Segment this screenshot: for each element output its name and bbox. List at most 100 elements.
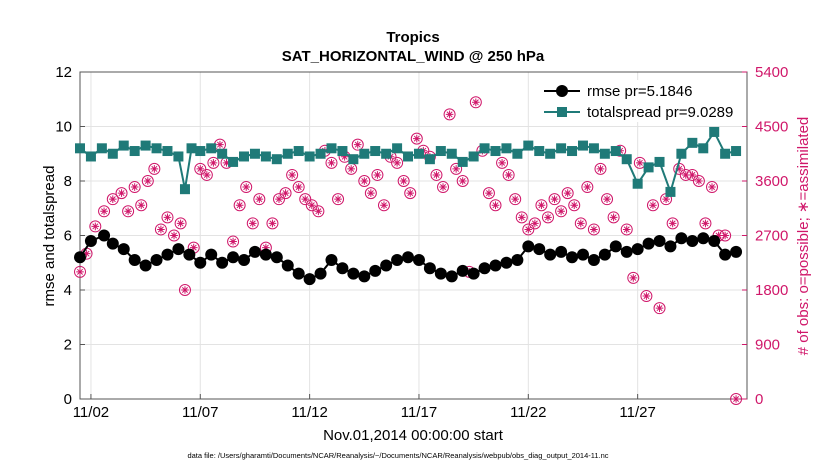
- obs-count-point: [371, 168, 384, 181]
- obs-assimilated-marker: [100, 207, 108, 216]
- obs-assimilated-marker: [124, 207, 132, 216]
- obs-possible-marker: [292, 181, 305, 194]
- rmse-point: [161, 248, 174, 261]
- rmse-point: [686, 234, 699, 247]
- obs-assimilated-marker: [550, 195, 559, 203]
- obs-assimilated-marker: [596, 165, 605, 173]
- obs-assimilated-marker: [557, 207, 565, 216]
- obs-count-point: [594, 162, 607, 175]
- obs-count-point: [528, 217, 541, 230]
- obs-assimilated-marker: [544, 213, 552, 222]
- obs-count-point: [115, 187, 128, 200]
- obs-assimilated-marker: [662, 195, 670, 203]
- totalspread-point: [643, 162, 654, 173]
- legend-box: [537, 80, 741, 122]
- obs-possible-marker: [168, 229, 181, 242]
- obs-count-point: [482, 187, 495, 200]
- obs-assimilated-marker: [537, 201, 546, 210]
- ticks-layer: 0 0 2 900 4 1800 6 2700 8 3600 10 4500 12 5400 11/02 11…: [55, 64, 788, 421]
- obs-possible-marker: [601, 193, 614, 206]
- obs-assimilated-marker: [563, 189, 572, 197]
- totalspread-point: [654, 156, 665, 167]
- obs-count-point: [141, 175, 154, 187]
- obs-count-point: [706, 181, 719, 194]
- totalspread-point: [271, 154, 282, 165]
- totalspread-point: [228, 156, 239, 167]
- obs-possible-marker: [207, 156, 220, 169]
- obs-possible-marker: [686, 168, 699, 181]
- rmse-point: [587, 254, 600, 267]
- totalspread-point: [162, 146, 173, 157]
- totalspread-point: [140, 140, 151, 151]
- obs-possible-marker: [200, 168, 213, 181]
- obs-possible-marker: [535, 199, 548, 212]
- obs-assimilated-marker: [367, 189, 375, 197]
- obs-possible-marker: [496, 156, 509, 169]
- obs-assimilated-marker: [308, 201, 316, 210]
- obs-count-point: [273, 193, 286, 206]
- obs-assimilated-marker: [721, 231, 729, 240]
- obs-assimilated-marker: [268, 219, 277, 228]
- totalspread-point: [304, 151, 315, 162]
- rmse-point: [653, 234, 666, 247]
- obs-possible-marker: [653, 302, 666, 315]
- obs-possible-marker: [174, 217, 187, 230]
- obs-assimilated-marker: [109, 195, 117, 203]
- obs-possible-marker: [351, 138, 364, 151]
- totalspread-point: [75, 143, 85, 154]
- obs-count-point: [515, 211, 528, 224]
- y-tick-label-left: 10: [55, 119, 72, 136]
- totalspread-point: [709, 126, 720, 137]
- obs-count-point: [469, 96, 482, 109]
- obs-count-point: [266, 217, 279, 230]
- obs-count-point: [568, 199, 581, 212]
- rmse-point: [194, 256, 207, 269]
- obs-assimilated-marker: [196, 165, 205, 173]
- obs-possible-marker: [312, 205, 325, 218]
- obs-count-point: [253, 193, 266, 206]
- totalspread-point: [577, 140, 588, 151]
- rmse-point: [489, 259, 502, 272]
- totalspread-point: [293, 146, 304, 157]
- rmse-point: [314, 267, 327, 280]
- obs-assimilated-marker: [189, 243, 198, 252]
- x-tick-label: 11/22: [510, 404, 546, 421]
- obs-count-point: [154, 223, 167, 236]
- obs-count-point: [541, 211, 554, 224]
- obs-possible-marker: [581, 181, 594, 194]
- rmse-point: [730, 245, 743, 258]
- x-tick-label: 11/17: [401, 404, 437, 421]
- obs-assimilated-marker: [681, 171, 690, 179]
- rmse-point: [84, 234, 97, 247]
- rmse-point: [423, 262, 436, 275]
- obs-assimilated-marker: [603, 195, 611, 203]
- chart-subtitle: SAT_HORIZONTAL_WIND @ 250 hPa: [282, 48, 545, 65]
- obs-count-point: [601, 193, 614, 206]
- obs-possible-marker: [692, 175, 705, 187]
- obs-count-point: [456, 175, 469, 187]
- obs-assimilated-marker: [675, 165, 684, 173]
- obs-count-point: [607, 211, 620, 224]
- totalspread-point: [107, 148, 118, 159]
- obs-possible-marker: [391, 156, 404, 169]
- obs-count-point: [358, 175, 371, 187]
- obs-assimilated-marker: [609, 213, 618, 222]
- rmse-point: [117, 243, 130, 256]
- obs-assimilated-marker: [714, 231, 723, 240]
- y-tick-label-right: 3600: [755, 173, 788, 190]
- obs-possible-marker: [115, 187, 128, 200]
- obs-possible-marker: [397, 175, 410, 187]
- y-tick-label-right: 0: [755, 391, 763, 408]
- totalspread-point: [337, 146, 348, 157]
- obs-possible-marker: [646, 199, 659, 212]
- totalspread-point: [588, 143, 599, 154]
- rmse-point: [380, 259, 393, 272]
- obs-assimilated-marker: [334, 195, 342, 203]
- obs-possible-marker: [719, 229, 732, 242]
- grid-layer: [80, 71, 747, 400]
- rmse-point: [598, 248, 611, 261]
- obs-possible-marker: [489, 199, 502, 212]
- totalspread-point: [720, 148, 731, 159]
- obs-possible-marker: [286, 168, 299, 181]
- obs-possible-marker: [299, 193, 312, 206]
